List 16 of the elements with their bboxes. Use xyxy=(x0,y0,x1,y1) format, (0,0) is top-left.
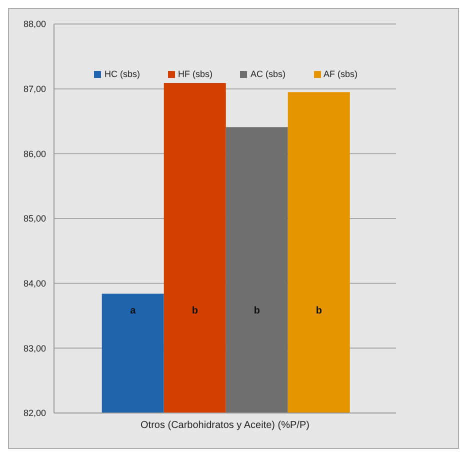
legend-label: HF (sbs) xyxy=(178,69,212,79)
y-tick-label: 86,00 xyxy=(23,148,46,159)
annotation: b xyxy=(254,305,260,316)
y-tick-label: 84,00 xyxy=(23,278,46,289)
legend-label: AC (sbs) xyxy=(250,69,286,79)
annotation: b xyxy=(316,305,322,316)
x-tick-label: Otros (Carbohidratos y Aceite) (%P/P) xyxy=(140,420,310,432)
y-tick-label: 85,00 xyxy=(23,214,46,224)
annotation: b xyxy=(192,305,198,316)
y-tick-label: 83,00 xyxy=(23,343,46,354)
y-tick-label: 82,00 xyxy=(23,408,46,418)
legend-label: HC (sbs) xyxy=(104,69,140,79)
annotation: a xyxy=(130,305,136,316)
y-tick-label: 88,00 xyxy=(23,19,46,30)
legend-label: AF (sbs) xyxy=(324,69,358,79)
y-tick-label: 87,00 xyxy=(23,84,46,94)
